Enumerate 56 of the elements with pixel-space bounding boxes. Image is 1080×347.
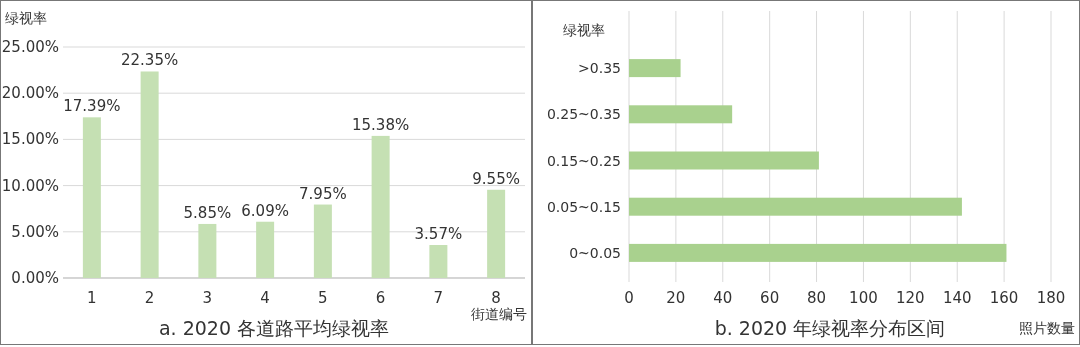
y-axis-title: 绿视率 <box>5 10 47 26</box>
bar <box>629 197 962 216</box>
y-tick-label: 0~0.05 <box>569 244 621 261</box>
x-tick-label: 6 <box>375 289 386 307</box>
data-label: 15.38% <box>352 115 410 134</box>
data-label: 7.95% <box>299 184 347 203</box>
bar <box>198 223 217 278</box>
bar <box>313 204 332 278</box>
x-tick-label: 60 <box>760 289 780 307</box>
x-tick-label: 4 <box>260 289 270 307</box>
x-tick-label: 40 <box>713 289 733 307</box>
bar <box>429 245 448 278</box>
y-tick-label: 0.05~0.15 <box>546 198 621 215</box>
y-axis-title: 绿视率 <box>563 22 605 38</box>
y-tick-label: 15.00% <box>1 130 59 149</box>
x-tick-label: 8 <box>491 289 501 307</box>
x-tick-label: 7 <box>433 289 444 307</box>
data-label: 17.39% <box>63 97 121 116</box>
y-tick-label: 25.00% <box>1 38 59 56</box>
x-tick-label: 80 <box>807 289 827 307</box>
bar <box>256 221 275 278</box>
data-label: 22.35% <box>121 51 179 70</box>
y-tick-label: 20.00% <box>1 84 59 103</box>
text: a. 2020 各道路平均绿视率 <box>158 317 390 339</box>
data-label: 9.55% <box>472 169 520 188</box>
x-tick-label: 3 <box>202 289 213 307</box>
x-tick-label: 100 <box>849 289 878 307</box>
bar <box>629 243 1007 262</box>
x-tick-label: 0 <box>624 289 634 307</box>
x-tick-label: 5 <box>318 289 328 307</box>
bar <box>487 189 506 278</box>
y-tick-label: 0.00% <box>11 269 59 287</box>
x-tick-label: 1 <box>87 289 97 307</box>
x-tick-label: 120 <box>896 289 925 307</box>
y-tick-label: 0.25~0.35 <box>546 106 621 123</box>
y-tick-label: 0.15~0.25 <box>546 152 621 169</box>
text: b. 2020 年绿视率分布区间 <box>714 317 946 339</box>
data-label: 5.85% <box>183 203 232 222</box>
y-tick-label: 10.00% <box>1 176 59 195</box>
data-label: 3.57% <box>414 225 463 244</box>
data-label: 6.09% <box>241 201 289 220</box>
bar <box>629 151 819 170</box>
y-tick-label: 5.00% <box>11 222 59 241</box>
bar <box>140 71 159 278</box>
x-tick-label: 2 <box>144 289 155 307</box>
bar <box>82 117 101 278</box>
x-axis-title: 街道编号 <box>471 306 527 322</box>
bar <box>629 59 681 78</box>
bar <box>629 105 733 124</box>
y-tick-label: >0.35 <box>578 60 621 77</box>
x-tick-label: 140 <box>942 289 972 307</box>
x-tick-label: 20 <box>666 289 686 307</box>
x-tick-label: 180 <box>1036 289 1066 307</box>
x-tick-label: 160 <box>989 289 1019 307</box>
bar <box>371 135 390 278</box>
x-axis-title: 照片数量 <box>1019 320 1075 336</box>
